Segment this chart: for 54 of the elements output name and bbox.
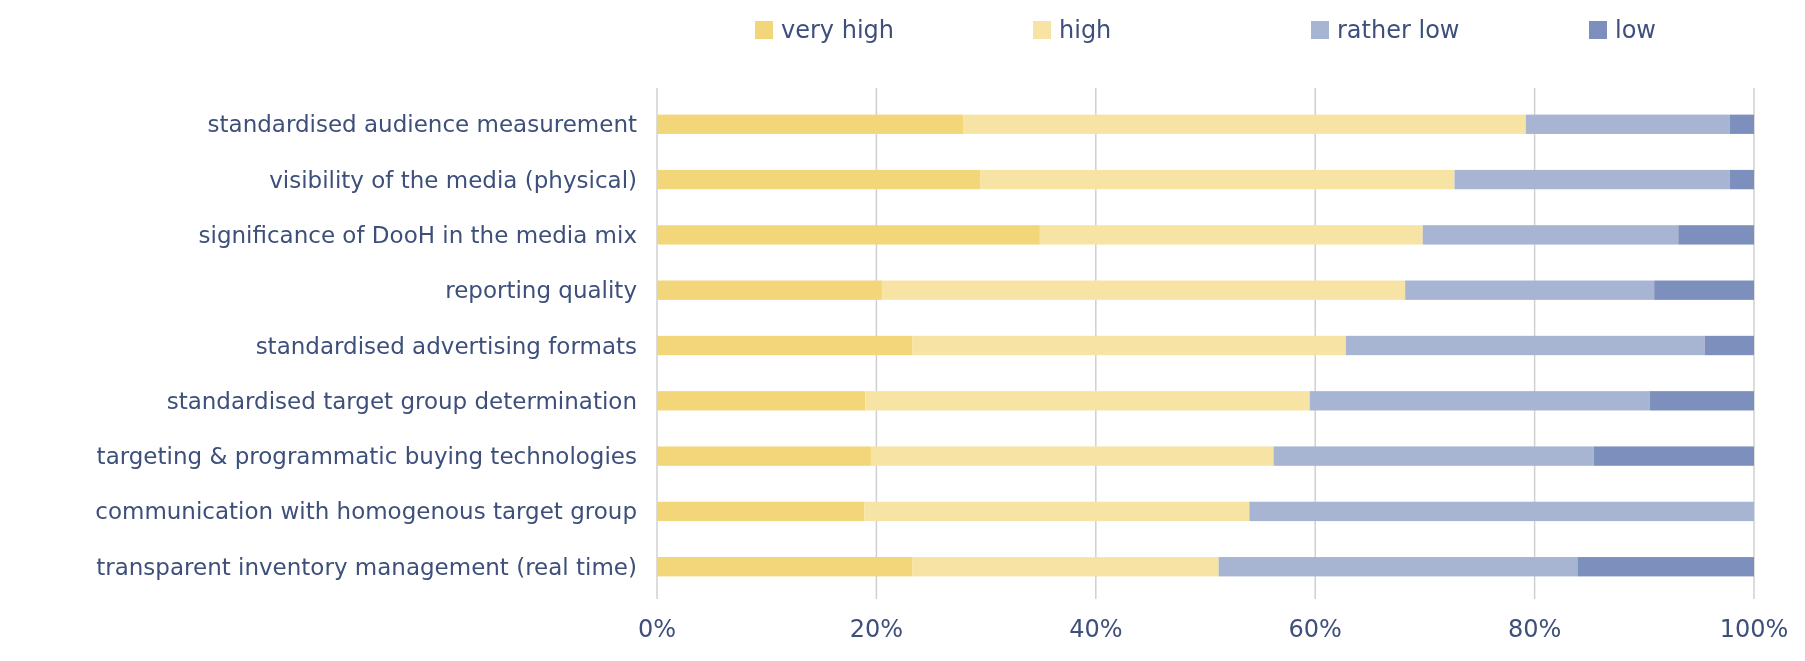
bar xyxy=(864,501,1250,522)
bar xyxy=(657,557,913,577)
legend-label: low xyxy=(1615,16,1656,45)
x-tick-label: 60% xyxy=(1288,615,1342,643)
bar xyxy=(1525,114,1730,134)
x-tick-label: 80% xyxy=(1507,615,1562,643)
bar xyxy=(1249,501,1754,522)
bar xyxy=(1704,335,1755,356)
bar xyxy=(1405,280,1655,300)
bar xyxy=(912,557,1219,577)
bar xyxy=(963,114,1526,134)
y-tick-label: standardised audience measurement xyxy=(207,111,637,138)
bar xyxy=(1218,557,1578,577)
bar xyxy=(1729,169,1754,190)
legend-label: rather low xyxy=(1337,16,1460,45)
y-tick-label: visibility of the media (physical) xyxy=(269,166,637,193)
bar xyxy=(657,446,871,466)
bar xyxy=(881,280,1406,300)
bar xyxy=(1678,225,1754,245)
bar xyxy=(1309,391,1650,411)
bar xyxy=(1273,446,1594,466)
y-tick-label: significance of DooH in the media mix xyxy=(198,221,637,248)
bar xyxy=(1654,280,1754,300)
bar xyxy=(1422,225,1679,245)
bar xyxy=(657,335,913,356)
y-tick-label: standardised target group determination xyxy=(166,387,637,414)
x-tick-label: 100% xyxy=(1719,615,1789,643)
x-tick-label: 40% xyxy=(1069,615,1123,643)
y-tick-label: standardised advertising formats xyxy=(255,332,637,359)
bar xyxy=(1593,446,1754,466)
bar xyxy=(1649,391,1755,411)
y-tick-label: targeting & programmatic buying technologies xyxy=(96,443,637,470)
bar xyxy=(1039,225,1423,245)
x-tick-label: 20% xyxy=(849,615,904,643)
bar xyxy=(912,335,1346,356)
y-tick-label: transparent inventory management (real time) xyxy=(96,553,637,580)
legend-label: high xyxy=(1059,16,1112,45)
bar xyxy=(657,114,964,134)
bar xyxy=(657,391,866,411)
legend-label: very high xyxy=(781,16,894,45)
y-tick-label: communication with homogenous target group xyxy=(95,498,637,525)
bar xyxy=(1454,169,1730,190)
x-tick-label: 0% xyxy=(637,615,677,643)
bar xyxy=(657,280,882,300)
bar xyxy=(865,391,1310,411)
bar xyxy=(657,225,1040,245)
bar xyxy=(870,446,1274,466)
bar xyxy=(657,501,865,522)
y-tick-label: reporting quality xyxy=(445,277,637,304)
bar xyxy=(1729,114,1754,134)
bar xyxy=(1345,335,1705,356)
bar xyxy=(657,169,981,190)
bar xyxy=(1577,557,1754,577)
bar xyxy=(980,169,1455,190)
